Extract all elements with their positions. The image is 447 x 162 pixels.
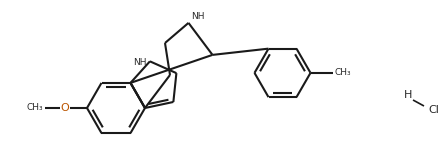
Text: O: O	[61, 103, 69, 113]
Text: NH: NH	[191, 12, 205, 21]
Text: Cl: Cl	[428, 105, 439, 115]
Text: CH₃: CH₃	[334, 68, 351, 77]
Text: H: H	[404, 90, 412, 100]
Text: CH₃: CH₃	[26, 104, 43, 112]
Text: NH: NH	[133, 58, 147, 67]
